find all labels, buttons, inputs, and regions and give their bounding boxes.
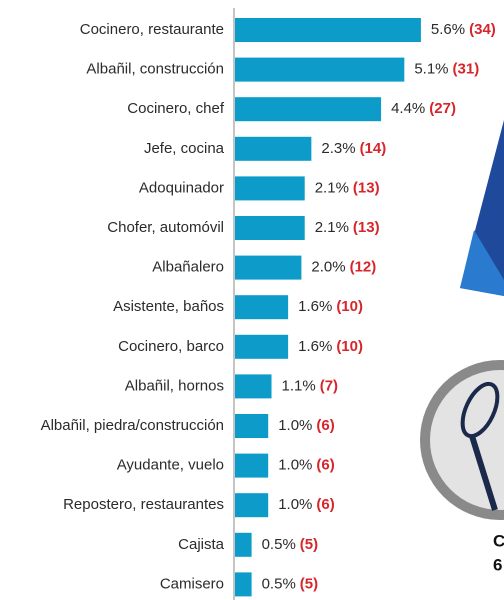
percent-label: 2.3%	[321, 140, 355, 157]
bar	[235, 136, 312, 161]
count-label: (14)	[360, 140, 387, 157]
percent-label: 2.0%	[311, 259, 345, 276]
category-label: Camisero	[160, 575, 224, 592]
value-label: 2.1% (13)	[315, 179, 380, 196]
category-label: Chofer, automóvil	[107, 219, 224, 236]
bar	[235, 57, 405, 82]
bar	[235, 532, 252, 557]
bar	[235, 453, 269, 478]
value-label: 0.5% (5)	[262, 536, 319, 553]
category-label: Ayudante, vuelo	[117, 457, 224, 474]
value-label: 2.0% (12)	[311, 259, 376, 276]
count-label: (6)	[316, 417, 334, 434]
annotation: 6	[493, 555, 502, 574]
bar	[235, 18, 421, 42]
percent-label: 1.6%	[298, 298, 332, 315]
percent-label: 1.0%	[278, 457, 312, 474]
count-label: (34)	[469, 21, 496, 38]
category-label: Albañil, construcción	[86, 61, 224, 78]
percent-label: 2.1%	[315, 179, 349, 196]
category-label: Albañil, piedra/construcción	[41, 417, 224, 434]
bar	[235, 295, 289, 320]
bar	[235, 216, 305, 240]
value-label: 5.1% (31)	[414, 61, 479, 78]
category-label: Asistente, baños	[113, 298, 224, 315]
value-label: 1.6% (10)	[298, 338, 363, 355]
percent-label: 1.6%	[298, 338, 332, 355]
count-label: (6)	[316, 496, 334, 513]
percent-label: 1.0%	[278, 496, 312, 513]
value-label: 5.6% (34)	[431, 21, 496, 38]
count-label: (5)	[300, 575, 318, 592]
count-label: (13)	[353, 219, 380, 236]
value-label: 0.5% (5)	[262, 575, 319, 592]
percent-label: 2.1%	[315, 219, 349, 236]
category-label: Repostero, restaurantes	[63, 496, 224, 513]
percent-label: 4.4%	[391, 100, 425, 117]
count-label: (13)	[353, 179, 380, 196]
count-label: (31)	[453, 61, 480, 78]
value-label: 2.1% (13)	[315, 219, 380, 236]
count-label: (10)	[336, 338, 363, 355]
bar	[235, 334, 289, 359]
value-label: 2.3% (14)	[321, 140, 386, 157]
count-label: (27)	[429, 100, 456, 117]
percent-label: 1.1%	[282, 377, 316, 394]
value-label: 1.6% (10)	[298, 298, 363, 315]
bar	[235, 414, 269, 438]
bar	[235, 374, 272, 399]
count-label: (10)	[336, 298, 363, 315]
bar	[235, 493, 269, 518]
count-label: (12)	[350, 259, 377, 276]
illustration	[420, 120, 504, 520]
bar	[235, 572, 252, 597]
percent-label: 5.1%	[414, 61, 448, 78]
percent-label: 0.5%	[262, 575, 296, 592]
value-label: 1.0% (6)	[278, 457, 335, 474]
bar	[235, 97, 382, 122]
value-label: 4.4% (27)	[391, 100, 456, 117]
count-label: (5)	[300, 536, 318, 553]
category-label: Albañil, hornos	[125, 377, 224, 394]
value-label: 1.0% (6)	[278, 496, 335, 513]
category-label: Jefe, cocina	[144, 140, 225, 157]
annotation: C	[493, 531, 504, 550]
count-label: (7)	[320, 377, 338, 394]
category-label: Cocinero, restaurante	[80, 21, 224, 38]
category-label: Cocinero, chef	[127, 100, 225, 117]
value-label: 1.1% (7)	[282, 377, 339, 394]
category-label: Albañalero	[152, 259, 224, 276]
value-label: 1.0% (6)	[278, 417, 335, 434]
category-label: Adoquinador	[139, 179, 224, 196]
count-label: (6)	[316, 457, 334, 474]
percent-label: 5.6%	[431, 21, 465, 38]
bar	[235, 176, 305, 201]
percent-label: 0.5%	[262, 536, 296, 553]
category-label: Cocinero, barco	[118, 338, 224, 355]
percent-label: 1.0%	[278, 417, 312, 434]
category-label: Cajista	[178, 536, 225, 553]
bar	[235, 255, 302, 280]
